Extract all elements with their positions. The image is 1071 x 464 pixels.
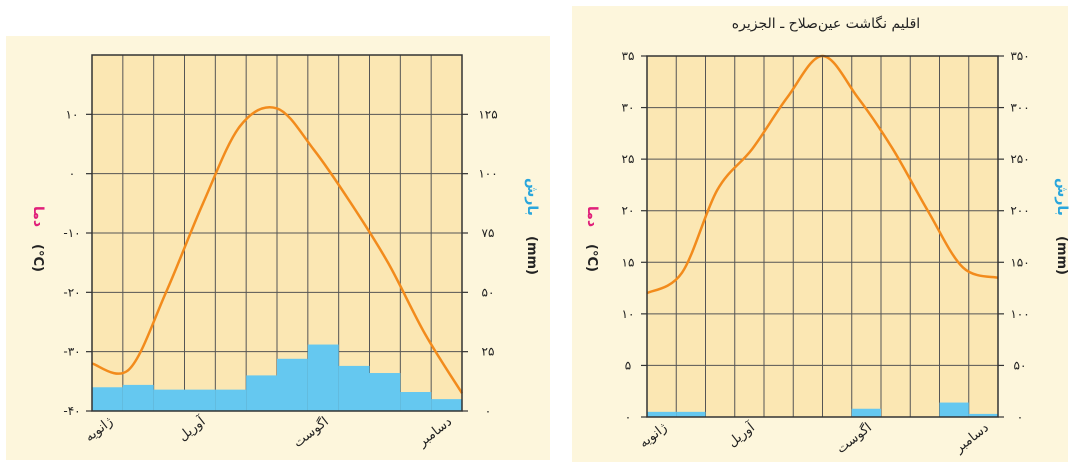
temp-tick-label: ۱۵ (622, 255, 635, 269)
precip-tick-label: ۱۰۰ (478, 167, 497, 181)
precip-tick-label: ۱۰۰ (1010, 307, 1029, 321)
precip-bar (92, 387, 123, 411)
chart2-temp-axis-title: دما (°C) (584, 206, 600, 272)
temp-tick-label: -۳۰ (63, 345, 80, 359)
chart2-grid (647, 56, 998, 417)
temp-tick-label: ۱۰ (622, 307, 635, 321)
temp-tick-label: ۰ (69, 167, 75, 181)
chart2-temp-axis-label: دما (584, 206, 600, 227)
temp-tick-label: ۳۵ (622, 49, 635, 63)
precip-bar (400, 392, 432, 411)
chart1-precip-axis-title: بارش (mm) (524, 178, 540, 275)
chart1-precip-bars (92, 344, 462, 411)
chart2-temp-unit: (°C) (584, 244, 599, 272)
precip-bar (307, 344, 339, 411)
precip-bar (968, 413, 998, 417)
precip-bar (369, 373, 401, 411)
temp-tick-label: -۴۰ (63, 404, 80, 418)
precip-bar (851, 408, 881, 417)
precip-tick-label: ۰ (485, 404, 491, 418)
chart2-title: اقلیم نگاشت عین‌صلاح ـ الجزیره (732, 15, 920, 32)
chart1-temp-line (91, 106, 464, 394)
precip-bar (153, 389, 185, 411)
temp-tick-label: -۲۰ (63, 285, 80, 299)
chart2-precip-bars (647, 402, 998, 417)
precip-bar (122, 384, 154, 411)
precip-tick-label: ۵۰ (1014, 358, 1027, 372)
temp-tick-label: -۱۰ (63, 226, 80, 240)
precip-tick-label: ۲۵ (482, 345, 495, 359)
precip-bar (215, 389, 247, 411)
chart1-precip-axis-label: بارش (524, 178, 540, 216)
precip-bar (338, 365, 370, 411)
temp-tick-label: ۲۰ (622, 204, 635, 218)
precip-bar (277, 358, 308, 411)
precip-tick-label: ۳۰۰ (1010, 101, 1029, 115)
temp-tick-label: ۲۵ (622, 152, 635, 166)
chart2-precip-axis-label: بارش (1054, 178, 1070, 216)
temp-tick-label: ۵ (625, 358, 631, 372)
precip-bar (184, 389, 216, 411)
precip-bar (246, 375, 277, 411)
temp-tick-label: ۰ (625, 410, 631, 424)
temp-tick-label: ۳۰ (622, 101, 635, 115)
chart1-temp-unit: (°C) (30, 244, 45, 272)
precip-tick-label: ۵۰ (482, 285, 495, 299)
precip-tick-label: ۲۵۰ (1010, 152, 1029, 166)
precip-tick-label: ۱۲۵ (478, 107, 497, 121)
chart2-plot-border (646, 55, 999, 418)
chart2-precip-unit: (mm) (1054, 236, 1069, 275)
chart1-temp-axis-title: دما (°C) (30, 206, 46, 272)
precip-tick-label: ۱۵۰ (1010, 255, 1029, 269)
temp-tick-label: ۱۰ (66, 107, 79, 121)
precip-bar (431, 399, 462, 411)
precip-tick-label: ۳۵۰ (1010, 49, 1029, 63)
chart2-precip-axis-title: بارش (mm) (1054, 178, 1070, 275)
precip-bar (939, 402, 969, 417)
precip-tick-label: ۷۵ (482, 226, 495, 240)
chart1-precip-unit: (mm) (524, 236, 539, 275)
precip-tick-label: ۲۰۰ (1010, 204, 1029, 218)
precip-bar (676, 411, 706, 417)
chart1-temp-axis-label: دما (30, 206, 46, 227)
precip-bar (647, 411, 677, 417)
precip-tick-label: ۰ (1017, 410, 1023, 424)
